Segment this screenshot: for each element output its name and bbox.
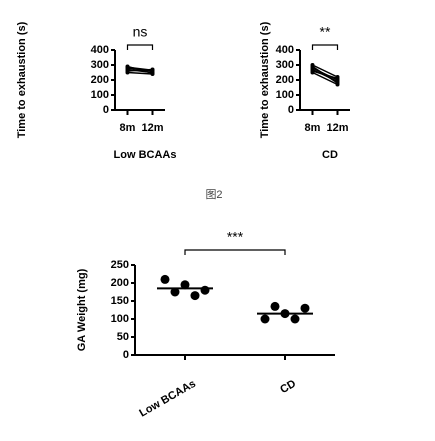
x-tick-label: Low BCAAs (137, 378, 198, 420)
significance-label: ns (133, 24, 148, 40)
pair-line (312, 71, 338, 86)
x-axis-label: Low BCAAs (114, 149, 177, 161)
significance-label: *** (227, 229, 244, 245)
y-axis-label: Time to exhaustion (s) (259, 21, 271, 138)
x-tick-label: CD (278, 378, 298, 396)
y-tick-label: 300 (91, 59, 109, 71)
y-axis-label: GA Weight (mg) (76, 268, 88, 351)
point (200, 285, 210, 295)
point (125, 70, 130, 75)
significance-label: ** (320, 24, 331, 40)
y-tick-label: 150 (111, 295, 129, 307)
x-tick-label: 12m (326, 122, 348, 134)
point (335, 76, 340, 81)
x-tick-label: 8m (305, 122, 321, 134)
significance-bracket (184, 249, 286, 255)
point (170, 287, 180, 297)
point (270, 301, 280, 311)
pair-line (312, 65, 338, 84)
point (180, 280, 190, 290)
y-tick-label: 200 (276, 74, 294, 86)
pair-line (127, 71, 153, 75)
point (125, 65, 130, 70)
pair-line (127, 66, 153, 71)
y-tick-label: 300 (276, 59, 294, 71)
point (150, 68, 155, 73)
pair-line (312, 64, 338, 78)
point (160, 274, 170, 284)
point (190, 291, 200, 301)
point (310, 70, 315, 75)
y-tick-label: 250 (111, 259, 129, 271)
y-tick-label: 100 (91, 89, 109, 101)
y-tick-label: 0 (123, 349, 129, 361)
x-tick-label: 8m (120, 122, 136, 134)
y-tick-label: 400 (276, 44, 294, 56)
point (150, 72, 155, 76)
point (335, 81, 340, 85)
y-tick-label: 200 (111, 277, 129, 289)
y-tick-label: 400 (91, 44, 109, 56)
point (260, 314, 270, 324)
y-tick-label: 50 (117, 331, 129, 343)
y-tick-label: 0 (103, 104, 109, 116)
y-tick-label: 100 (111, 313, 129, 325)
significance-bracket (126, 44, 154, 50)
y-tick-label: 200 (91, 74, 109, 86)
x-axis-label: CD (322, 149, 338, 161)
y-axis-label: Time to exhaustion (s) (16, 21, 28, 138)
y-tick-label: 100 (276, 89, 294, 101)
point (310, 64, 315, 69)
point (290, 314, 300, 324)
x-tick-label: 12m (141, 122, 163, 134)
point (300, 303, 310, 313)
y-tick-label: 0 (288, 104, 294, 116)
caption: 图2 (205, 188, 222, 201)
significance-bracket (311, 44, 339, 50)
